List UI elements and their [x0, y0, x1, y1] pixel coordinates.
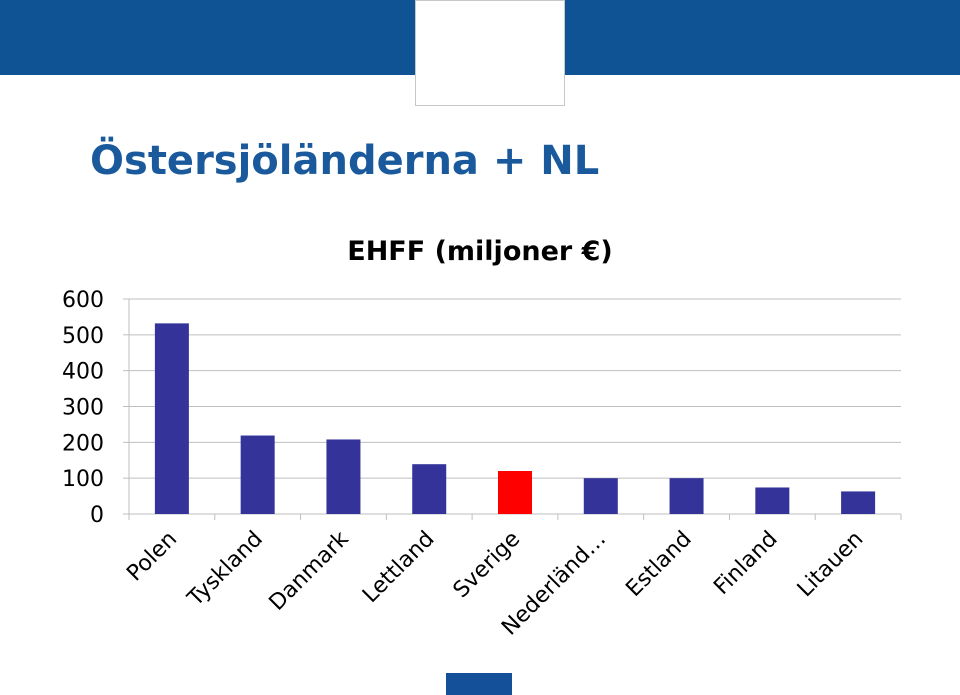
x-tick-label: Sverige	[449, 527, 526, 604]
x-tick-label: Danmark	[265, 526, 354, 615]
logo-placeholder	[415, 0, 565, 106]
y-tick-label: 600	[62, 288, 104, 313]
y-tick-label: 300	[62, 396, 104, 421]
y-tick-label: 100	[62, 467, 104, 492]
x-tick-label: Finland	[709, 527, 782, 600]
y-tick-label: 200	[62, 431, 104, 456]
bars	[154, 323, 876, 514]
bar-danmark	[326, 439, 361, 514]
bar-polen	[154, 323, 189, 514]
y-tick-label: 500	[62, 324, 104, 349]
bar-nederländ	[583, 478, 618, 514]
y-tick-label: 400	[62, 360, 104, 385]
slide-title: Östersjöländerna + NL	[90, 138, 600, 184]
bar-litauen	[841, 491, 876, 514]
x-tick-label: Lettland	[358, 527, 439, 608]
bar-finland	[755, 487, 790, 514]
y-tick-label: 0	[90, 503, 104, 528]
y-tick-labels: 0 100 200 300 400 500 600	[62, 288, 104, 528]
x-tick-label: Litauen	[793, 527, 869, 603]
x-tick-label: Tyskland	[183, 527, 268, 612]
chart-title: EHFF (miljoner €)	[347, 236, 613, 267]
gridlines	[129, 298, 901, 479]
bar-tyskland	[240, 435, 275, 514]
footer-tab	[446, 673, 512, 695]
bar-sverige	[498, 471, 532, 514]
bar-lettland	[412, 464, 447, 514]
x-tick-label: Polen	[122, 527, 182, 587]
x-tick-label: Estland	[621, 527, 696, 602]
bar-estland	[669, 478, 704, 514]
